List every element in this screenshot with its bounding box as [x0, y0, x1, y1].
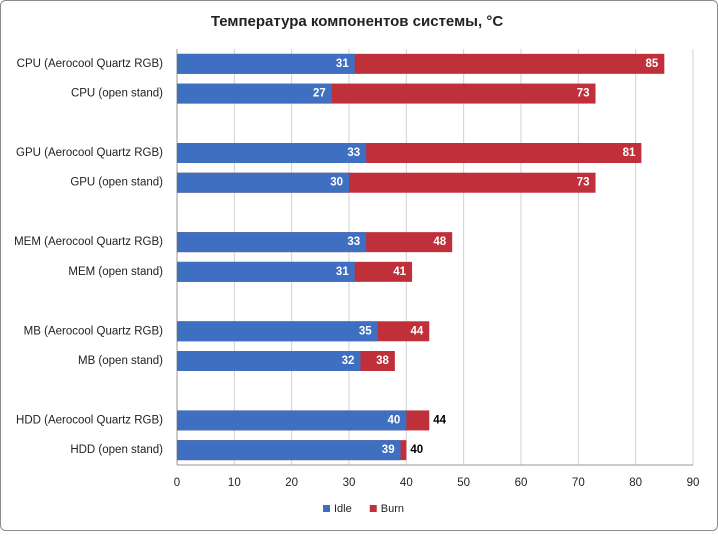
y-tick-label: MB (Aerocool Quartz RGB): [24, 325, 163, 337]
x-tick-label: 50: [457, 477, 470, 489]
bar: [177, 410, 407, 431]
value-label: 44: [410, 325, 423, 337]
y-tick-label: MEM (open stand): [68, 266, 163, 278]
bar: [177, 172, 349, 193]
value-label: 33: [347, 236, 360, 248]
value-label: 73: [577, 177, 590, 189]
x-tick-label: 20: [285, 477, 298, 489]
value-label: 81: [623, 147, 636, 159]
y-tick-label: MB (open stand): [78, 355, 163, 367]
value-label: 39: [382, 444, 395, 456]
x-tick-label: 70: [572, 477, 585, 489]
x-tick-label: 60: [515, 477, 528, 489]
value-label: 33: [347, 147, 360, 159]
x-tick-label: 90: [687, 477, 700, 489]
y-tick-label: CPU (Aerocool Quartz RGB): [17, 58, 164, 70]
value-label: 44: [433, 414, 446, 426]
value-label: 31: [336, 266, 349, 278]
value-label: 32: [342, 355, 355, 367]
legend-swatch: [369, 505, 377, 512]
value-label: 85: [646, 58, 659, 70]
bar: [177, 232, 367, 253]
legend-swatch: [323, 505, 330, 512]
bar: [177, 53, 355, 74]
value-label: 30: [330, 177, 343, 189]
x-tick-label: 30: [343, 477, 356, 489]
value-label: 35: [359, 325, 372, 337]
bar: [177, 143, 367, 163]
value-label: 48: [433, 236, 446, 248]
y-tick-label: HDD (Aerocool Quartz RGB): [16, 414, 163, 426]
legend-label: Burn: [381, 503, 404, 515]
y-tick-label: GPU (Aerocool Quartz RGB): [16, 147, 163, 159]
value-label: 40: [410, 444, 423, 456]
value-label: 27: [313, 88, 326, 100]
y-tick-label: MEM (Aerocool Quartz RGB): [14, 236, 163, 248]
bar: [177, 321, 378, 342]
bar: [177, 83, 332, 104]
x-tick-label: 40: [400, 477, 413, 489]
value-label: 38: [376, 355, 389, 367]
legend-label: Idle: [334, 503, 352, 515]
y-tick-label: HDD (open stand): [70, 444, 163, 456]
y-tick-label: CPU (open stand): [71, 88, 163, 100]
chart-title: Температура компонентов системы, °C: [211, 13, 503, 30]
x-tick-label: 0: [174, 477, 180, 489]
x-tick-label: 80: [629, 477, 642, 489]
x-tick-label: 10: [228, 477, 241, 489]
y-tick-label: GPU (open stand): [70, 177, 163, 189]
value-label: 41: [393, 266, 406, 278]
bar: [177, 440, 401, 461]
bar: [177, 261, 355, 282]
value-label: 40: [388, 414, 401, 426]
value-label: 31: [336, 58, 349, 70]
value-label: 73: [577, 88, 590, 100]
bar: [177, 351, 361, 371]
